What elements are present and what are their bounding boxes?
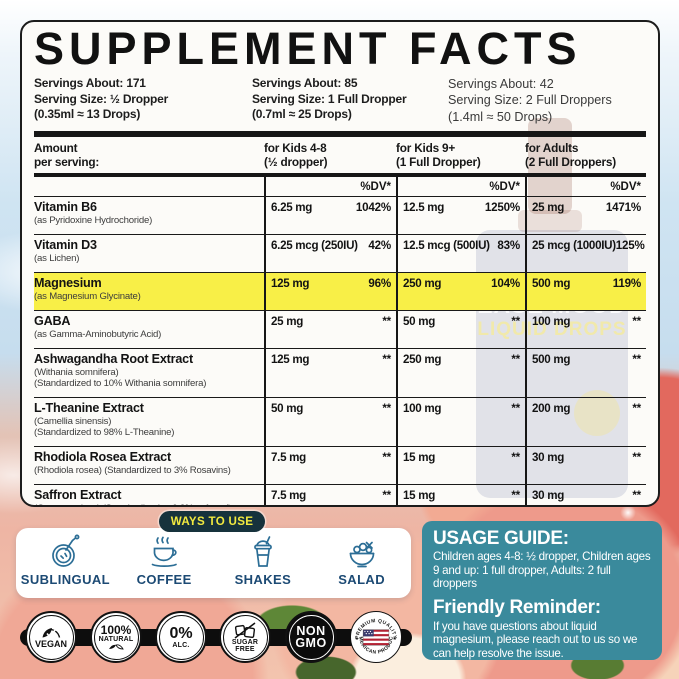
table-row-saffron: Saffron Extract (Crocus sativus) (Standa… — [34, 484, 646, 505]
table-row-vitamin-b6: Vitamin B6 (as Pyridoxine Hydrochoride) … — [34, 196, 646, 235]
usage-guide-title: USAGE GUIDE: — [433, 528, 569, 549]
servings-about-2: Servings About: 85 — [252, 75, 358, 90]
serving-size-3: Serving Size: 2 Full Droppers — [448, 93, 612, 108]
ingredient-name: Magnesium — [34, 276, 102, 291]
ingredient-name: L-Theanine Extract — [34, 401, 144, 416]
salad-bowl-icon — [349, 541, 374, 568]
table-row-magnesium: Magnesium (as Magnesium Glycinate) 125 m… — [34, 272, 646, 311]
ingredient-name: GABA — [34, 314, 71, 329]
flag-star-left: ★ — [355, 636, 359, 641]
sugar-free-badge: SUGAR FREE — [219, 611, 271, 663]
table-row-gaba: GABA (as Gamma-Aminobutyric Acid) 25 mg *… — [34, 310, 646, 349]
non-gmo-badge: NON GMO — [285, 611, 337, 663]
column-header-kids-4-8: for Kids 4-8 (½ dropper) — [264, 140, 328, 170]
leaves-icon — [109, 644, 124, 650]
natural-badge: 100% NATURAL — [90, 611, 142, 663]
ingredient-name: Ashwagandha Root Extract — [34, 352, 193, 367]
us-flag-icon: PREMIUM QUALITY AMERICAN PRODUCT ★ ★ — [352, 613, 397, 656]
serving-drops-1: (0.35ml ≈ 13 Drops) — [34, 107, 141, 122]
natural-percent: 100% — [100, 623, 132, 637]
leaf-check-icon — [42, 627, 61, 638]
shake-cup-icon — [254, 536, 272, 567]
dv-header-row: %DV* %DV* %DV* — [34, 177, 646, 197]
ingredient-sub: (Standardized to 98% L-Theanine) — [34, 427, 175, 439]
dv-label-2: %DV* — [396, 177, 525, 197]
serving-size-2: Serving Size: 1 Full Dropper — [252, 91, 407, 106]
way-coffee: COFFEE — [116, 534, 212, 587]
dv-label-3: %DV* — [525, 177, 646, 197]
ingredient-name: Vitamin B6 — [34, 200, 97, 215]
flag-star-right: ★ — [393, 636, 397, 641]
table-row-l-theanine: L-Theanine Extract (Camellia sinensis) (… — [34, 397, 646, 447]
divider-thick-mid — [34, 173, 646, 178]
serving-drops-2: (0.7ml ≈ 25 Drops) — [252, 107, 352, 122]
way-label: SALAD — [338, 572, 386, 587]
ingredient-sub: (Camellia sinensis) — [34, 415, 112, 427]
natural-label: NATURAL — [98, 636, 134, 643]
vegan-badge: VEGAN — [25, 611, 77, 663]
ingredient-sub: (Standardized to 10% Withania somnifera) — [34, 378, 207, 390]
flag-graphic — [362, 629, 390, 646]
friendly-reminder-body: If you have questions about liquid magne… — [433, 619, 638, 660]
way-shakes: SHAKES — [215, 534, 311, 587]
ingredient-name: Rhodiola Rosea Extract — [34, 450, 171, 465]
zero-alcohol-badge: 0% ALC. — [155, 611, 207, 663]
way-sublingual: SUBLINGUAL — [17, 534, 113, 587]
serving-col-2: Servings About: 85 Serving Size: 1 Full … — [252, 76, 448, 126]
usage-guide-box: USAGE GUIDE: Children ages 4-8: ½ droppe… — [422, 521, 662, 660]
amount-header: Amount per serving: — [34, 140, 100, 170]
ways-to-use-card: SUBLINGUAL COFFEE SHAKES — [16, 528, 411, 598]
friendly-reminder-title: Friendly Reminder: — [433, 596, 601, 618]
column-header-adults: for Adults (2 Full Droppers) — [525, 140, 616, 170]
ingredient-sub: (as Gamma-Aminobutyric Acid) — [34, 328, 162, 340]
sugar-label-2: FREE — [235, 645, 255, 653]
table-row-vitamin-d3: Vitamin D3 (as Lichen) 6.25 mcg (250IU) 4… — [34, 234, 646, 273]
gmo-label-1: NON — [296, 623, 326, 638]
serving-info: Servings About: 171 Serving Size: ½ Drop… — [34, 76, 646, 126]
ingredient-sub: (as Lichen) — [34, 252, 80, 264]
serving-col-1: Servings About: 171 Serving Size: ½ Drop… — [34, 76, 252, 126]
supplement-facts-card: EASE MOOD LIQUID DROPS SUPPLEMENT FACTS … — [20, 20, 660, 507]
servings-about-3: Servings About: 42 — [448, 76, 554, 91]
ingredient-sub: (as Pyridoxine Hydrochoride) — [34, 214, 153, 226]
ingredient-sub: (Crocus sativus) (Standardized to 0.3% s… — [34, 503, 260, 505]
usage-guide-body: Children ages 4-8: ½ dropper, Children a… — [433, 549, 651, 591]
ingredient-name: Saffron Extract — [34, 488, 122, 503]
sugar-label-1: SUGAR — [231, 638, 259, 646]
ice-cubes-icon — [234, 621, 256, 639]
american-product-badge: PREMIUM QUALITY AMERICAN PRODUCT ★ ★ — [350, 611, 402, 663]
alc-percent: 0% — [169, 624, 193, 642]
ways-to-use-title: WAYS TO USE — [170, 515, 254, 528]
facts-title: SUPPLEMENT FACTS — [34, 23, 582, 74]
coffee-cup-icon — [151, 536, 177, 567]
serving-col-3: Servings About: 42 Serving Size: 2 Full … — [448, 76, 646, 126]
serving-size-1: Serving Size: ½ Dropper — [34, 91, 169, 106]
dv-label-1: %DV* — [264, 177, 396, 197]
alc-label: ALC. — [172, 641, 190, 649]
ways-to-use-badge: WAYS TO USE — [159, 511, 265, 532]
gmo-label-2: GMO — [295, 636, 327, 650]
ingredient-sub: (Withania somnifera) — [34, 366, 119, 378]
table-header-row: Amount per serving: for Kids 4-8 (½ drop… — [34, 137, 646, 173]
column-header-kids-9plus: for Kids 9+ (1 Full Dropper) — [396, 140, 481, 170]
way-label: COFFEE — [136, 572, 192, 587]
vegan-label: VEGAN — [34, 638, 67, 649]
ingredient-name: Vitamin D3 — [34, 238, 97, 253]
table-row-rhodiola: Rhodiola Rosea Extract (Rhodiola rosea) … — [34, 446, 646, 485]
table-row-ashwagandha: Ashwagandha Root Extract (Withania somni… — [34, 348, 646, 398]
ingredient-sub: (as Magnesium Glycinate) — [34, 290, 141, 302]
serving-drops-3: (1.4ml ≈ 50 Drops) — [448, 110, 553, 125]
way-salad: SALAD — [314, 534, 410, 587]
ingredient-sub: (Rhodiola rosea) (Standardized to 3% Ros… — [34, 464, 231, 476]
servings-about-1: Servings About: 171 — [34, 75, 146, 90]
way-label: SHAKES — [234, 572, 292, 587]
dropper-mouth-icon — [52, 534, 80, 567]
way-label: SUBLINGUAL — [20, 572, 110, 587]
divider-thick-top — [34, 130, 646, 137]
